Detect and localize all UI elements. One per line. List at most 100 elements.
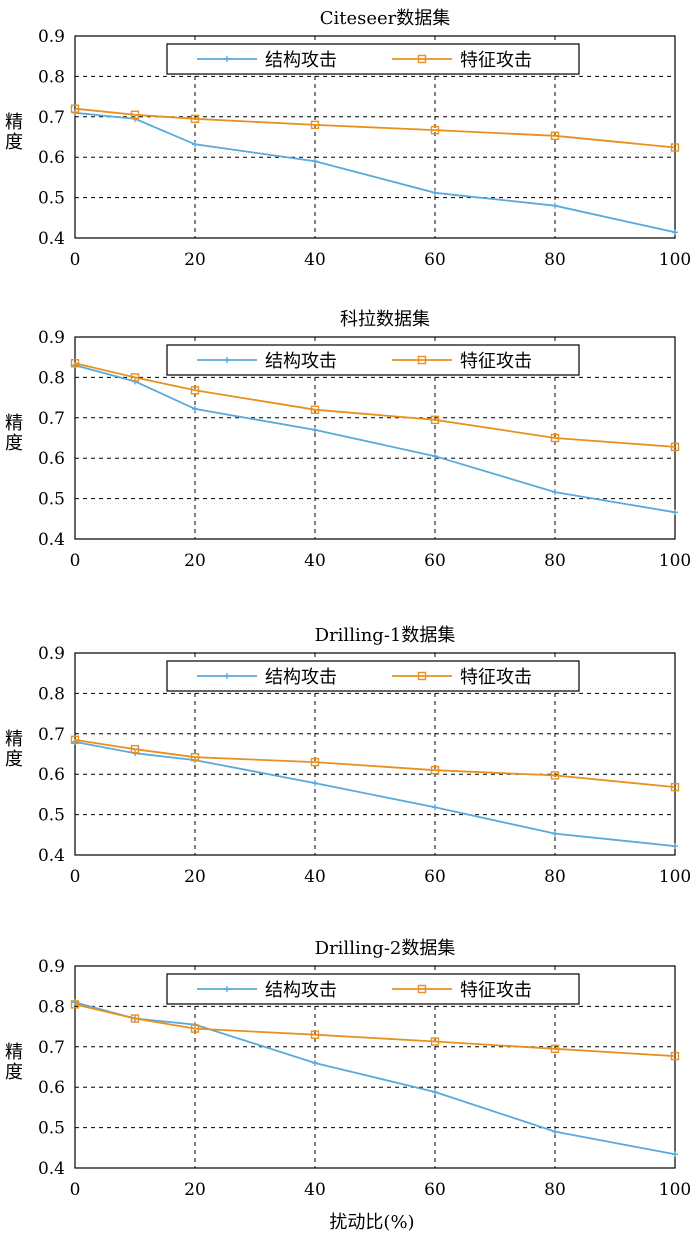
- legend: 结构攻击 特征攻击: [166, 344, 580, 376]
- legend-item-structure: 结构攻击: [197, 351, 337, 372]
- data-point-feature: [550, 131, 560, 140]
- y-tick-label: 0.6: [38, 765, 65, 785]
- data-point-feature: [670, 1051, 680, 1061]
- x-tick-label: 100: [659, 250, 691, 270]
- legend-label: 特征攻击: [460, 667, 532, 688]
- data-point-feature: [550, 771, 560, 780]
- y-tick-label: 0.9: [38, 644, 65, 664]
- legend-label: 结构攻击: [265, 667, 337, 688]
- x-axis-label: 扰动比(%): [329, 1212, 414, 1233]
- plot-area: [74, 35, 676, 239]
- y-tick-label: 0.6: [38, 449, 65, 469]
- series-line-feature: [74, 107, 676, 149]
- chart-panel-4: 0.4 0.5 0.6 0.7 0.8 0.9 0 20 40 60 80 100 Drilling-2…: [5, 938, 691, 1200]
- legend: 结构攻击 特征攻击: [166, 973, 580, 1005]
- chart-title: 科拉数据集: [340, 309, 430, 330]
- x-tick-label: 80: [544, 1180, 566, 1200]
- x-tick-label: 0: [70, 250, 81, 270]
- data-point-structure: [432, 1089, 438, 1096]
- data-point-structure: [432, 453, 438, 460]
- y-tick-label: 0.8: [38, 67, 65, 87]
- data-point-structure: [432, 804, 438, 811]
- chart-panel-1: 0.4 0.5 0.6 0.7 0.8 0.9 0 20 40 60 80 100 Citeseer数据…: [5, 8, 691, 270]
- y-axis-label: 精度: [5, 413, 23, 454]
- legend-item-feature: 特征攻击: [392, 667, 532, 688]
- x-tick-label: 40: [304, 1180, 326, 1200]
- y-tick-label: 0.8: [38, 997, 65, 1017]
- plot-area: [74, 336, 676, 540]
- data-point-structure: [552, 830, 558, 837]
- x-tick-label: 80: [544, 551, 566, 571]
- data-point-feature: [70, 359, 80, 368]
- data-point-feature: [310, 120, 320, 130]
- x-tick-label: 100: [659, 551, 691, 571]
- x-tick-label: 40: [304, 867, 326, 887]
- legend-item-feature: 特征攻击: [392, 50, 532, 71]
- series-line-structure: [74, 741, 676, 847]
- data-point-structure: [552, 1128, 558, 1135]
- x-tick-label: 60: [424, 250, 446, 270]
- legend-label: 结构攻击: [265, 50, 337, 71]
- legend-label: 特征攻击: [460, 351, 532, 372]
- y-tick-label: 0.4: [38, 530, 65, 550]
- data-point-feature: [130, 744, 140, 754]
- x-tick-label: 0: [70, 551, 81, 571]
- y-tick-label: 0.5: [38, 490, 65, 510]
- plot-area: [74, 652, 676, 856]
- data-point-feature: [430, 765, 440, 775]
- x-tick-label: 0: [70, 1180, 81, 1200]
- plot-area: [74, 965, 676, 1169]
- legend-label: 特征攻击: [460, 50, 532, 71]
- x-tick-label: 60: [424, 1180, 446, 1200]
- legend-item-structure: 结构攻击: [197, 980, 337, 1001]
- x-tick-label: 60: [424, 551, 446, 571]
- y-tick-label: 0.8: [38, 368, 65, 388]
- y-axis-label: 精度: [5, 112, 23, 153]
- y-axis-label: 精度: [5, 1042, 23, 1083]
- data-point-structure: [312, 158, 318, 165]
- data-point-feature: [310, 757, 320, 767]
- x-tick-label: 80: [544, 250, 566, 270]
- x-tick-label: 100: [659, 867, 691, 887]
- data-point-feature: [550, 1044, 560, 1054]
- data-point-structure: [552, 202, 558, 209]
- y-tick-label: 0.6: [38, 1078, 65, 1098]
- data-point-structure: [672, 229, 678, 236]
- x-tick-label: 20: [184, 551, 206, 571]
- x-tick-label: 80: [544, 867, 566, 887]
- data-point-structure: [192, 405, 198, 412]
- y-tick-label: 0.5: [38, 806, 65, 826]
- series-line-feature: [74, 1003, 676, 1057]
- legend-item-structure: 结构攻击: [197, 50, 337, 71]
- data-point-feature: [190, 114, 200, 124]
- x-tick-label: 40: [304, 551, 326, 571]
- data-point-feature: [70, 735, 80, 745]
- data-point-feature: [670, 143, 680, 152]
- series-line-structure: [74, 1001, 676, 1156]
- y-tick-label: 0.4: [38, 846, 65, 866]
- data-point-feature: [130, 110, 140, 119]
- data-point-structure: [312, 1059, 318, 1066]
- data-point-feature: [670, 782, 680, 792]
- data-point-structure: [672, 509, 678, 516]
- data-point-structure: [312, 780, 318, 787]
- chart-panel-3: 0.4 0.5 0.6 0.7 0.8 0.9 0 20 40 60 80 100 Drilling-1…: [5, 625, 691, 887]
- chart-title: Drilling-1数据集: [315, 625, 456, 646]
- data-point-feature: [190, 1024, 200, 1033]
- data-point-feature: [310, 1030, 320, 1039]
- data-point-structure: [552, 489, 558, 496]
- y-tick-label: 0.5: [38, 189, 65, 209]
- legend-label: 结构攻击: [265, 980, 337, 1001]
- data-point-feature: [430, 415, 440, 425]
- y-tick-label: 0.7: [38, 409, 65, 429]
- chart-title: Drilling-2数据集: [315, 938, 456, 959]
- data-point-feature: [130, 373, 140, 382]
- legend-item-feature: 特征攻击: [392, 980, 532, 1001]
- x-tick-label: 20: [184, 1180, 206, 1200]
- data-point-structure: [312, 426, 318, 433]
- y-tick-label: 0.9: [38, 328, 65, 348]
- data-point-feature: [310, 405, 320, 414]
- series-line-feature: [74, 739, 676, 788]
- data-point-feature: [190, 753, 200, 762]
